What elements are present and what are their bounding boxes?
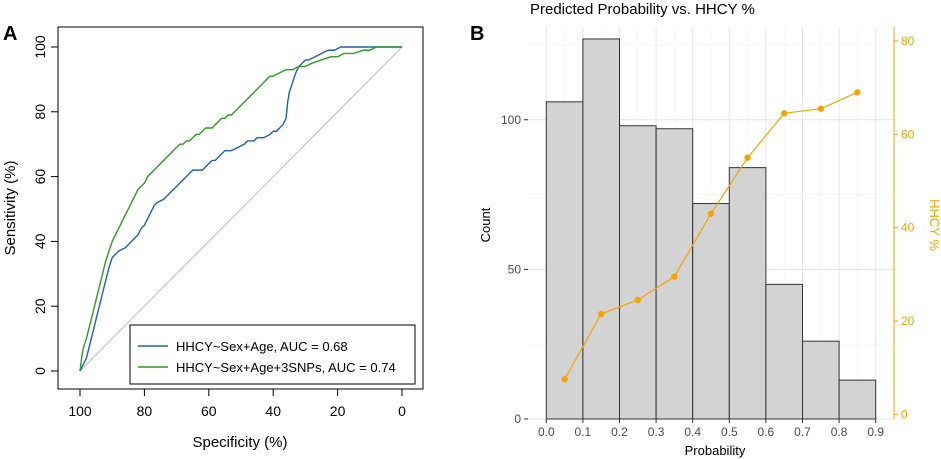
roc-curve-1 (79, 46, 402, 372)
y-tick-label-a: 100 (32, 35, 48, 59)
hhcy-point (561, 376, 568, 383)
histogram-bars-b (545, 38, 877, 420)
x-tick-label-a: 40 (265, 403, 281, 419)
x-tick-label-b: 0.9 (867, 425, 884, 439)
x-tick-label-b: 0.8 (831, 425, 848, 439)
histogram-bar (765, 283, 804, 420)
panel-label-a: A (3, 23, 17, 45)
x-tick-label-a: 60 (201, 403, 217, 419)
chart-title-b: Predicted Probability vs. HHCY % (530, 1, 755, 18)
reference-diagonal (79, 46, 403, 372)
x-tick-label-b: 0.6 (758, 425, 775, 439)
y-tick-label-a: 40 (32, 233, 48, 249)
x-tick-label-a: 20 (330, 403, 346, 419)
histogram-bar (802, 340, 840, 420)
curves-a (79, 46, 403, 372)
y-axis-label-b: Count (478, 207, 493, 242)
y2-tick-label-b: 40 (901, 221, 915, 235)
y2-tick-label-b: 60 (901, 127, 915, 141)
x-tick-label-b: 0.2 (611, 425, 628, 439)
panel-a: A 100 80 60 40 20 0 0 20 40 60 80 100 Specificity (… (2, 23, 424, 451)
y-tick-label-a: 20 (32, 298, 48, 314)
histogram-bar (582, 38, 621, 420)
y-tick-label-b: 0 (514, 412, 521, 426)
hhcy-line-b (561, 89, 861, 383)
legend-box-a (129, 324, 416, 385)
y2-axis-label-b: HHCY % (927, 199, 941, 251)
y-tick-label-a: 0 (32, 367, 48, 375)
hhcy-point (854, 89, 861, 96)
roc-curve-2 (79, 46, 402, 372)
hhcy-point (671, 273, 678, 280)
x-tick-label-b: 0.5 (721, 425, 738, 439)
hhcy-point (634, 296, 641, 304)
y2-tick-label-b: 80 (901, 34, 915, 48)
histogram-bar (619, 125, 657, 420)
x-tick-label-b: 0.3 (648, 425, 665, 439)
legend-label-model-2: HHCY~Sex+Age+3SNPs, AUC = 0.74 (176, 360, 396, 375)
panel-b: B Predicted Probability vs. HHCY % 0 50 10… (470, 1, 941, 458)
histogram-bar (545, 101, 584, 420)
x-axis-label-a: Specificity (%) (192, 434, 287, 451)
x-tick-label-b: 0.4 (684, 425, 701, 439)
x-tick-label-b: 0.7 (794, 425, 811, 439)
hhcy-point (744, 154, 751, 161)
x-tick-label-a: 100 (68, 403, 92, 419)
x-tick-label-a: 0 (398, 403, 406, 419)
x-tick-label-b: 0.0 (538, 425, 555, 439)
y-tick-label-a: 80 (32, 104, 48, 120)
panel-label-b: B (470, 23, 484, 45)
x-tick-label-a: 80 (137, 403, 153, 419)
histogram-bar (728, 167, 767, 420)
hhcy-point (598, 310, 605, 318)
legend-label-model-1: HHCY~Sex+Age, AUC = 0.68 (176, 339, 348, 354)
hhcy-point (781, 110, 788, 117)
y-tick-label-b: 100 (501, 113, 521, 127)
x-tick-label-b: 0.1 (575, 425, 592, 439)
axes-b: 0 50 100 0.0 0.1 0.2 0.3 0.4 0.5 0.6 0.7 0.8 0.9 0 20 4… (501, 27, 915, 439)
hhcy-point (817, 105, 824, 112)
hhcy-point (707, 210, 715, 217)
y-tick-label-b: 50 (508, 262, 522, 276)
legend-a: HHCY~Sex+Age, AUC = 0.68 HHCY~Sex+Age+3S… (129, 324, 416, 385)
y2-tick-label-b: 20 (901, 314, 915, 328)
x-axis-label-b: Probability (685, 443, 746, 458)
axes-a: 100 80 60 40 20 0 0 20 40 60 80 100 (32, 35, 406, 419)
y2-tick-label-b: 0 (901, 407, 908, 421)
histogram-bar (838, 379, 877, 420)
y-tick-label-a: 60 (32, 169, 48, 185)
y-axis-label-a: Sensitivity (%) (2, 160, 19, 255)
